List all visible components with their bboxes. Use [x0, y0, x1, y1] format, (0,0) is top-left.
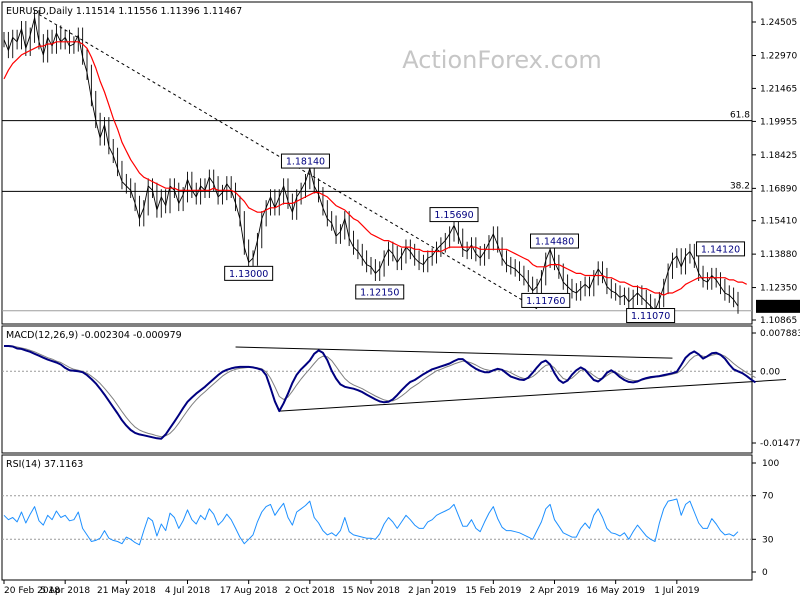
rsi-header: RSI(14) 37.1163 [6, 459, 83, 470]
rsi-pane [1, 454, 753, 581]
x-tick-label: 17 Aug 2018 [220, 586, 278, 596]
callout-box [521, 292, 571, 308]
y-tick-label: 1.19955 [760, 117, 797, 127]
rsi-y-tick-label: 100 [762, 459, 779, 469]
callout-label: 1.12150 [360, 287, 399, 298]
callout-box [355, 284, 405, 300]
macd-signal-line [4, 345, 756, 438]
current-price-label: 1.11467 [760, 303, 797, 313]
y-tick-label: 1.12350 [760, 284, 797, 294]
price-line [3, 17, 739, 311]
y-tick-label: 1.16890 [760, 184, 797, 194]
x-tick-label: 2 Apr 2019 [530, 586, 580, 596]
macd-header: MACD(12,26,9) -0.002304 -0.000979 [6, 330, 182, 341]
callout-box [530, 233, 579, 249]
y-tick-label: 1.15410 [760, 217, 797, 227]
x-tick-label: 21 May 2018 [97, 586, 156, 596]
rsi-y-tick-label: 30 [762, 535, 774, 545]
callout-box [696, 241, 746, 257]
callout-box [224, 265, 274, 281]
callout-box [429, 207, 479, 223]
callout-label: 1.14480 [535, 237, 574, 248]
main-pane [1, 1, 753, 325]
rsi-y-tick-label: 0 [762, 568, 768, 578]
watermark: ActionForex.com [402, 46, 602, 74]
current-price-tag [756, 299, 800, 313]
macd-line [4, 345, 757, 440]
macd-y-tick-label: -0.014778 [760, 439, 800, 449]
y-tick-label: 1.22970 [760, 52, 797, 62]
callout-box [280, 153, 330, 169]
x-tick-label: 15 Nov 2018 [342, 586, 400, 596]
callout-box [626, 308, 676, 324]
rsi-line [3, 498, 739, 546]
macd-y-tick-label: 0.00 [760, 367, 780, 377]
ema-line [3, 41, 747, 296]
macd-trendline-1 [235, 346, 673, 359]
callout-label: 1.11070 [631, 311, 670, 322]
y-tick-label: 1.18425 [760, 151, 797, 161]
x-tick-label: 20 Feb 2018 [4, 586, 60, 596]
macd-pane [1, 325, 753, 454]
fib-label-61-8: 61.8 [730, 111, 750, 121]
y-tick-label: 1.13880 [760, 250, 797, 260]
callout-label: 1.14120 [701, 244, 740, 255]
y-tick-label: 1.24505 [760, 18, 797, 28]
y-tick-label: 1.21465 [760, 84, 797, 94]
x-tick-label: 4 Jul 2018 [165, 586, 210, 596]
x-tick-label: 5 Apr 2018 [40, 586, 90, 596]
macd-y-tick-label: 0.007883 [760, 329, 800, 339]
rsi-y-tick-label: 70 [762, 492, 774, 502]
macd-trendline-2 [279, 379, 787, 412]
callout-label: 1.18140 [286, 157, 325, 168]
callout-label: 1.13000 [229, 269, 268, 280]
callout-label: 1.15690 [434, 210, 473, 221]
callout-label: 1.11760 [526, 296, 565, 307]
x-tick-label: 15 Feb 2019 [465, 586, 521, 596]
x-tick-label: 16 May 2019 [586, 586, 645, 596]
y-tick-label: 1.10865 [760, 316, 797, 326]
x-tick-label: 2 Oct 2018 [285, 586, 335, 596]
x-tick-label: 2 Jan 2019 [408, 586, 456, 596]
main-header: EURUSD,Daily 1.11514 1.11556 1.11396 1.1… [6, 6, 242, 17]
x-tick-label: 1 Jul 2019 [654, 586, 699, 596]
fib-label-38-2: 38.2 [730, 181, 750, 191]
